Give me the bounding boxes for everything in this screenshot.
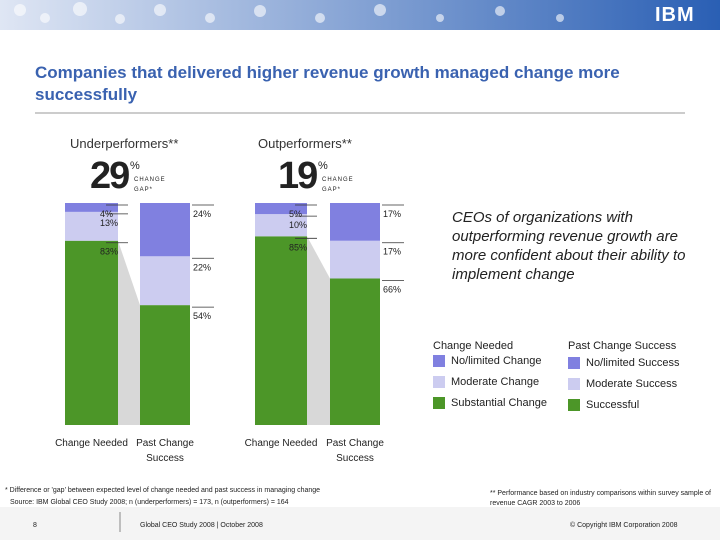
legend-swatch — [433, 376, 445, 388]
value-label: 54% — [193, 311, 211, 321]
category-label: Change Needed — [55, 438, 128, 449]
logo: IBM — [655, 4, 695, 26]
footer-text: Global CEO Study 2008 | October 2008 — [140, 522, 263, 529]
bar-segment — [140, 203, 190, 257]
panel-title: Underperformers** — [70, 136, 179, 151]
bar-segment — [65, 203, 118, 212]
page-number: 8 — [33, 522, 37, 529]
value-label: 22% — [193, 262, 211, 272]
legend-item: Successful — [586, 399, 640, 411]
gap-label: CHANGE GAP* — [322, 177, 354, 193]
value-label: 66% — [383, 284, 401, 294]
footnote: * Difference or 'gap' between expected l… — [5, 487, 321, 494]
category-label: Past Change Success — [326, 438, 384, 464]
legend-item: Substantial Change — [451, 397, 548, 409]
legend-title: Past Change Success — [568, 340, 677, 352]
gap-connector — [307, 236, 330, 425]
category-label: Past Change Success — [136, 438, 194, 464]
category-label: Change Needed — [244, 438, 318, 449]
legend-swatch — [568, 378, 580, 390]
legend-swatch — [568, 357, 580, 369]
bar-segment — [255, 214, 307, 237]
slide-title: Companies that delivered higher revenue … — [35, 63, 620, 104]
legend-item: Moderate Success — [586, 378, 678, 390]
gap-connector — [118, 240, 140, 425]
gap-label: CHANGE GAP* — [134, 177, 166, 193]
legend-item: No/limited Change — [451, 355, 542, 367]
legend-item: Moderate Change — [451, 376, 540, 388]
gap-value: 29 — [90, 155, 130, 197]
value-label: 17% — [383, 247, 401, 257]
panel-title: Outperformers** — [258, 136, 352, 151]
value-label: 83% — [100, 247, 118, 257]
value-label: 85% — [289, 242, 307, 252]
bar-segment — [330, 203, 380, 241]
bar-segment — [330, 278, 380, 425]
value-label: 13% — [100, 218, 118, 228]
gap-unit: % — [318, 160, 328, 172]
bar-segment — [65, 240, 118, 425]
bar-segment — [65, 211, 118, 241]
banner — [0, 0, 720, 30]
gap-unit: % — [130, 160, 140, 172]
footnote: ** Performance based on industry compari… — [490, 490, 711, 507]
bar-segment — [255, 203, 307, 215]
legend-item: No/limited Success — [586, 357, 680, 369]
value-label: 5% — [289, 209, 302, 219]
legend-swatch — [433, 397, 445, 409]
gap-value: 19 — [278, 155, 318, 197]
value-label: 10% — [289, 220, 307, 230]
banner-dots — [14, 2, 564, 24]
value-label: 17% — [383, 209, 401, 219]
bar-segment — [330, 240, 380, 279]
footnote: Source: IBM Global CEO Study 2008; n (un… — [10, 499, 289, 506]
bar-segment — [140, 256, 190, 306]
callout: CEOs of organizations with outperforming… — [452, 209, 686, 283]
value-label: 24% — [193, 209, 211, 219]
legend-swatch — [433, 355, 445, 367]
bar-segment — [255, 236, 307, 425]
bar-segment — [140, 305, 190, 425]
legend-title: Change Needed — [433, 340, 514, 352]
footer-text: © Copyright IBM Corporation 2008 — [570, 522, 678, 529]
legend-swatch — [568, 399, 580, 411]
